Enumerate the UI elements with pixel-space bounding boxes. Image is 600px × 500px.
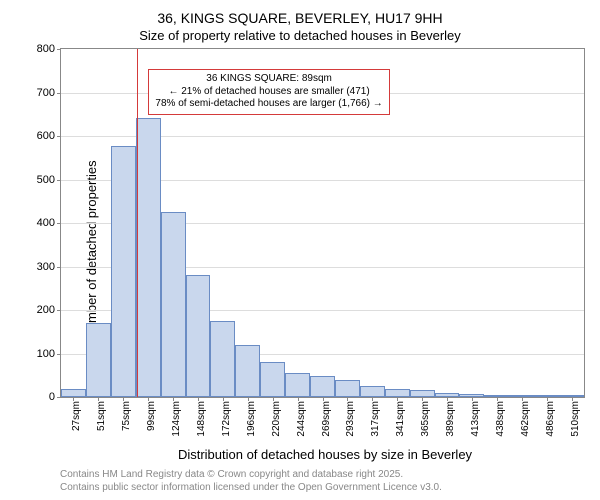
x-tick-label: 51sqm bbox=[96, 401, 107, 431]
x-tick-label: 99sqm bbox=[146, 401, 157, 431]
histogram-bar bbox=[210, 321, 235, 397]
annotation-line: ← 21% of detached houses are smaller (47… bbox=[155, 86, 382, 99]
y-tick-label: 400 bbox=[37, 217, 55, 229]
reference-line bbox=[137, 49, 138, 397]
y-tick-label: 800 bbox=[37, 43, 55, 55]
x-axis-label: Distribution of detached houses by size … bbox=[60, 447, 590, 462]
y-tick-label: 300 bbox=[37, 261, 55, 273]
chart-subtitle: Size of property relative to detached ho… bbox=[0, 28, 600, 43]
x-tick-label: 244sqm bbox=[296, 401, 307, 437]
y-tick-mark bbox=[57, 180, 61, 181]
x-tick-label: 27sqm bbox=[71, 401, 82, 431]
y-tick-mark bbox=[57, 267, 61, 268]
y-tick-mark bbox=[57, 223, 61, 224]
annotation-line: 36 KINGS SQUARE: 89sqm bbox=[155, 73, 382, 86]
y-tick-mark bbox=[57, 49, 61, 50]
x-tick-label: 486sqm bbox=[545, 401, 556, 437]
y-tick-mark bbox=[57, 93, 61, 94]
histogram-bar bbox=[335, 380, 360, 397]
x-tick-label: 365sqm bbox=[420, 401, 431, 437]
histogram-bar bbox=[161, 212, 186, 397]
histogram-bar bbox=[360, 386, 385, 397]
x-tick-label: 341sqm bbox=[395, 401, 406, 437]
x-tick-label: 75sqm bbox=[121, 401, 132, 431]
y-tick-label: 0 bbox=[49, 391, 55, 403]
x-tick-label: 293sqm bbox=[345, 401, 356, 437]
attribution-line: Contains public sector information licen… bbox=[60, 481, 442, 494]
histogram-bar bbox=[260, 362, 285, 397]
attribution-line: Contains HM Land Registry data © Crown c… bbox=[60, 468, 442, 481]
y-tick-label: 200 bbox=[37, 304, 55, 316]
y-tick-mark bbox=[57, 136, 61, 137]
x-tick-label: 220sqm bbox=[271, 401, 282, 437]
y-tick-mark bbox=[57, 397, 61, 398]
histogram-bar bbox=[111, 146, 136, 397]
histogram-bar bbox=[136, 118, 161, 397]
x-tick-label: 124sqm bbox=[171, 401, 182, 437]
x-tick-label: 317sqm bbox=[370, 401, 381, 437]
histogram-bar bbox=[61, 389, 86, 397]
y-tick-mark bbox=[57, 310, 61, 311]
x-tick-label: 172sqm bbox=[221, 401, 232, 437]
attribution-text: Contains HM Land Registry data © Crown c… bbox=[60, 468, 442, 494]
histogram-bar bbox=[385, 389, 410, 397]
x-tick-label: 438sqm bbox=[495, 401, 506, 437]
chart-title: 36, KINGS SQUARE, BEVERLEY, HU17 9HH bbox=[0, 10, 600, 26]
histogram-bar bbox=[235, 345, 260, 397]
histogram-bar bbox=[310, 376, 335, 397]
histogram-bar bbox=[86, 323, 111, 397]
annotation-line: 78% of semi-detached houses are larger (… bbox=[155, 98, 382, 111]
x-tick-label: 269sqm bbox=[321, 401, 332, 437]
histogram-bar bbox=[186, 275, 211, 397]
x-tick-label: 510sqm bbox=[570, 401, 581, 437]
y-tick-label: 600 bbox=[37, 130, 55, 142]
chart-container: 36, KINGS SQUARE, BEVERLEY, HU17 9HH Siz… bbox=[0, 0, 600, 500]
annotation-box: 36 KINGS SQUARE: 89sqm← 21% of detached … bbox=[148, 69, 389, 115]
y-tick-mark bbox=[57, 354, 61, 355]
y-tick-label: 100 bbox=[37, 348, 55, 360]
x-tick-label: 196sqm bbox=[246, 401, 257, 437]
x-tick-label: 148sqm bbox=[196, 401, 207, 437]
x-tick-label: 389sqm bbox=[445, 401, 456, 437]
y-tick-label: 700 bbox=[37, 87, 55, 99]
histogram-bar bbox=[285, 373, 310, 397]
y-tick-label: 500 bbox=[37, 174, 55, 186]
x-tick-label: 462sqm bbox=[520, 401, 531, 437]
plot-area: 010020030040050060070080027sqm51sqm75sqm… bbox=[60, 48, 585, 398]
x-tick-label: 413sqm bbox=[470, 401, 481, 437]
